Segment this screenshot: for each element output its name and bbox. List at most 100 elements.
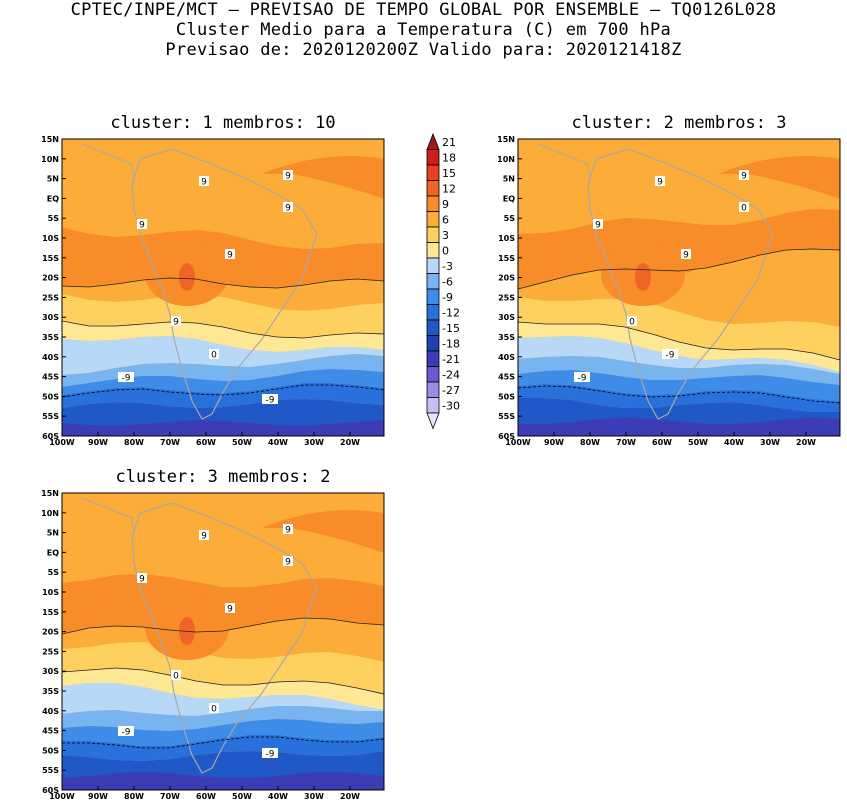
lon-label: 80W xyxy=(580,438,600,447)
lat-label: 5N xyxy=(503,175,515,184)
contour-label: 0 xyxy=(629,318,635,328)
contour-label-box xyxy=(662,349,678,359)
panel-2-title: cluster: 2 membros: 3 xyxy=(571,113,787,133)
temp-zone-top xyxy=(62,139,384,151)
lat-label: 45S xyxy=(42,373,59,382)
colorbar-swatch xyxy=(426,397,440,414)
warm-ne-9 xyxy=(262,156,384,199)
lat-label: 15S xyxy=(498,254,515,263)
contour-label: 9 xyxy=(139,221,145,231)
map-panel-3: 9 9 9 9 9 0 0 -9 -9 15N 10N 5N EQ 5S 10S 15S 20S 25S 30S 35… xyxy=(41,489,385,801)
temp-band-0-3 xyxy=(62,668,384,710)
lat-label: 20S xyxy=(498,274,515,283)
colorbar-label: -3 xyxy=(442,260,453,273)
contour-label-box xyxy=(262,748,278,758)
lat-label: EQ xyxy=(47,548,59,557)
temp-band-m6-m3 xyxy=(62,706,384,731)
lon-label: 60W xyxy=(652,438,672,447)
lon-label: 50W xyxy=(232,438,252,447)
temp-band-m18 xyxy=(62,772,384,790)
contour-label-box xyxy=(593,219,603,229)
colorbar-label: -18 xyxy=(442,337,460,350)
temp-band-m18 xyxy=(518,418,840,436)
colorbar-label: -30 xyxy=(442,399,460,412)
map-panel-2: 9 9 9 9 0 0 -9 -9 15N 10N 5N EQ 5S 10S 15S 20S 25S 30S 35S… xyxy=(497,135,841,447)
lon-label: 100W xyxy=(505,438,531,447)
colorbar-swatch xyxy=(426,226,440,243)
map-frame xyxy=(61,492,385,791)
contour-label: 9 xyxy=(285,558,291,568)
contour-label-box xyxy=(118,372,134,382)
contour-label: 9 xyxy=(227,605,233,615)
lat-label: 50S xyxy=(42,746,59,755)
central-america-outline xyxy=(81,497,135,539)
temp-band-m6-m3 xyxy=(62,354,384,387)
colorbar-label: 18 xyxy=(442,151,456,164)
figure-header: CPTEC/INPE/MCT – PREVISAO DE TEMPO GLOBA… xyxy=(0,0,847,60)
contour-label-box xyxy=(171,670,181,680)
colorbar-swatch xyxy=(426,180,440,197)
lat-label: 55S xyxy=(42,766,59,775)
temp-band-m3-0 xyxy=(62,683,384,716)
lat-label: 50S xyxy=(498,392,515,401)
lat-label: 60S xyxy=(42,432,59,441)
lat-label: 40S xyxy=(42,707,59,716)
colorbar-label: -27 xyxy=(442,384,460,397)
lat-label: 30S xyxy=(498,313,515,322)
map-frame xyxy=(61,138,385,437)
colorbar-swatch xyxy=(426,350,440,367)
lat-label: 55S xyxy=(498,412,515,421)
lon-label: 80W xyxy=(124,438,144,447)
contour-label-box xyxy=(627,316,637,326)
lon-label: 20W xyxy=(340,438,360,447)
figure-title: CPTEC/INPE/MCT – PREVISAO DE TEMPO GLOBA… xyxy=(70,0,777,20)
continent-outline xyxy=(587,148,774,420)
warm-core-12 xyxy=(635,263,651,291)
contour-label: 9 xyxy=(173,318,179,328)
lon-label: 80W xyxy=(124,792,144,801)
colorbar-swatch xyxy=(426,366,440,383)
contour-label: 0 xyxy=(741,204,747,214)
temp-band-m9-m6 xyxy=(518,370,840,401)
colorbar-bottom-arrow xyxy=(426,412,440,430)
contour-label: 9 xyxy=(683,251,689,261)
contour-label: -9 xyxy=(266,396,275,406)
colorbar-swatch xyxy=(426,211,440,228)
temp-band-m12-m9 xyxy=(62,735,384,761)
lat-label: 10N xyxy=(41,155,59,164)
contour-label-box xyxy=(199,530,209,540)
colorbar-label: -21 xyxy=(442,353,460,366)
contour-label-box xyxy=(739,202,749,212)
lat-label: 20S xyxy=(42,274,59,283)
lat-label: 5N xyxy=(47,529,59,538)
colorbar-swatch xyxy=(426,164,440,181)
contour-minus9 xyxy=(62,736,384,749)
lon-label: 70W xyxy=(160,792,180,801)
lat-label: 60S xyxy=(498,432,515,441)
contour-label: 9 xyxy=(741,172,747,182)
colorbar-label: -6 xyxy=(442,275,453,288)
colorbar-label: -24 xyxy=(442,368,460,381)
lat-label: 10S xyxy=(42,588,59,597)
lon-label: 60W xyxy=(196,438,216,447)
contour-label: 0 xyxy=(173,672,179,682)
colorbar-swatch xyxy=(426,335,440,352)
continent-outline xyxy=(131,148,318,420)
lon-label: 70W xyxy=(160,438,180,447)
temp-band-m9-m6 xyxy=(62,369,384,395)
contour-label: 9 xyxy=(285,172,291,182)
contour-label-box xyxy=(283,556,293,566)
contour-label-box xyxy=(225,249,235,259)
colorbar-swatch xyxy=(426,273,440,290)
contour-label-box xyxy=(283,524,293,534)
lat-label: 15N xyxy=(41,489,59,498)
contour-label-box xyxy=(209,703,219,713)
lon-label: 40W xyxy=(268,438,288,447)
colorbar-swatch xyxy=(426,242,440,259)
lon-label: 30W xyxy=(304,438,324,447)
lat-label: 5S xyxy=(48,568,60,577)
contour-label-box xyxy=(199,176,209,186)
lat-label: 25S xyxy=(42,647,59,656)
lat-label: 5N xyxy=(47,175,59,184)
